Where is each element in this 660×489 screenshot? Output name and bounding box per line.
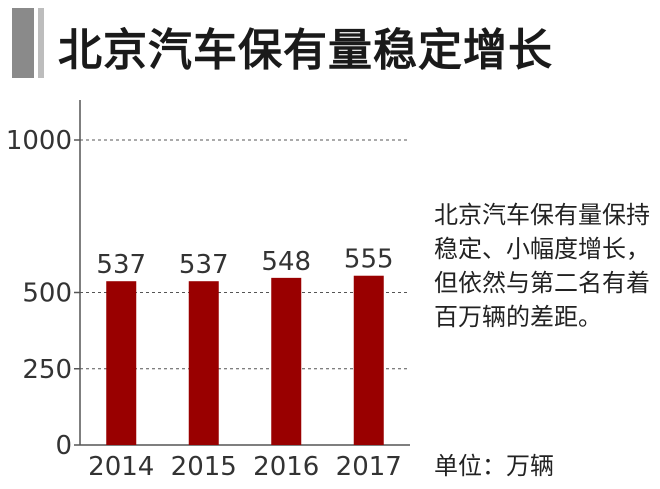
bar — [271, 277, 302, 445]
data-label: 537 — [96, 250, 146, 280]
bar — [353, 275, 384, 445]
bar — [188, 281, 219, 445]
x-tick-label: 2016 — [253, 452, 319, 482]
title-accent-bar-light — [38, 8, 44, 78]
y-tick-label: 0 — [55, 431, 72, 461]
x-tick-label: 2017 — [336, 452, 402, 482]
data-label: 537 — [179, 250, 229, 280]
y-tick-label: 250 — [22, 355, 72, 385]
title-accent-bar — [12, 8, 34, 78]
bar — [106, 281, 137, 445]
y-tick-label: 1000 — [6, 126, 72, 156]
x-tick-label: 2015 — [171, 452, 237, 482]
x-tick-label: 2014 — [88, 452, 154, 482]
page-title: 北京汽车保有量稳定增长 — [58, 25, 553, 76]
chart-note: 北京汽车保有量保持稳定、小幅度增长，但依然与第二名有着百万辆的差距。 — [434, 201, 650, 331]
unit-label: 单位：万辆 — [434, 452, 554, 480]
data-label: 548 — [261, 247, 311, 277]
y-tick-label: 500 — [22, 279, 72, 309]
data-label: 555 — [344, 245, 394, 275]
